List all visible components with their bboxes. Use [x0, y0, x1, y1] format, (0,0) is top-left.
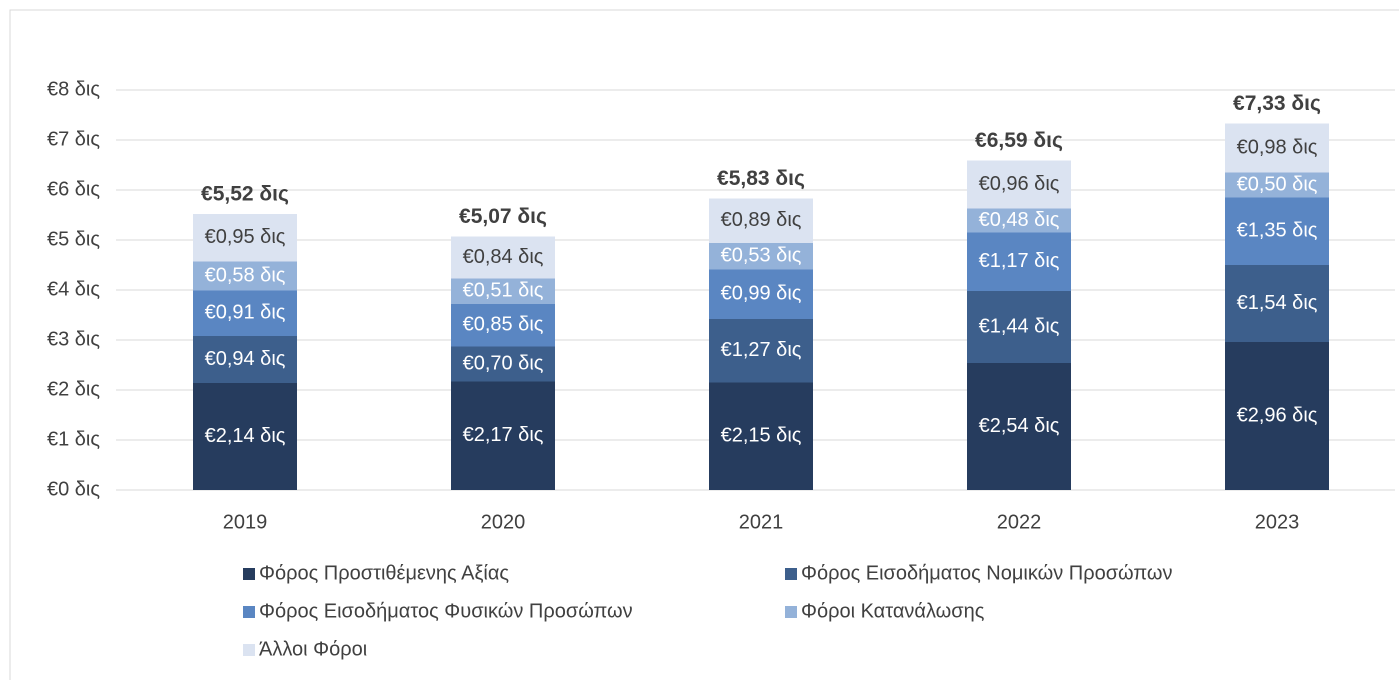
- bar-segment: [1225, 342, 1329, 490]
- value-label: €0,91 δις: [205, 302, 286, 324]
- x-tick-label: 2022: [997, 511, 1042, 533]
- bar-segment: [451, 304, 555, 347]
- bar-segment: [451, 346, 555, 382]
- x-tick-label: 2020: [481, 511, 526, 533]
- legend-swatch: [243, 568, 255, 580]
- value-label: €0,99 δις: [721, 283, 802, 305]
- value-label: €2,15 δις: [721, 425, 802, 447]
- bar-segment: [1225, 265, 1329, 342]
- value-label: €0,94 δις: [205, 348, 286, 370]
- bar-segment: [709, 382, 813, 490]
- bar-segment: [967, 160, 1071, 209]
- value-label: €0,85 δις: [463, 314, 544, 336]
- value-label: €0,53 δις: [721, 245, 802, 267]
- total-label: €6,59 δις: [975, 129, 1063, 152]
- y-tick-label: €4 δις: [47, 278, 100, 300]
- legend-swatch: [785, 568, 797, 580]
- legend-swatch: [785, 606, 797, 618]
- bar-segment: [709, 243, 813, 270]
- legend-label: Άλλοι Φόροι: [259, 638, 367, 660]
- bar-segment: [967, 291, 1071, 363]
- value-label: €0,48 δις: [979, 209, 1060, 231]
- bar-segment: [1225, 197, 1329, 265]
- y-tick-label: €0 δις: [47, 478, 100, 500]
- value-label: €0,50 δις: [1237, 173, 1318, 195]
- legend-label: Φόρος Εισοδήματος Φυσικών Προσώπων: [259, 600, 633, 622]
- bar-segment: [709, 269, 813, 319]
- y-tick-label: €3 δις: [47, 328, 100, 350]
- value-label: €0,84 δις: [463, 246, 544, 268]
- bar-segment: [967, 208, 1071, 233]
- bar-segment: [193, 214, 297, 262]
- y-tick-label: €1 δις: [47, 428, 100, 450]
- value-label: €2,14 δις: [205, 425, 286, 447]
- legend-swatch: [243, 606, 255, 618]
- value-label: €1,44 δις: [979, 315, 1060, 337]
- value-label: €0,70 δις: [463, 352, 544, 374]
- y-tick-label: €8 δις: [47, 78, 100, 100]
- value-label: €2,96 δις: [1237, 404, 1318, 426]
- legend-label: Φόροι Κατανάλωσης: [801, 600, 985, 622]
- bar-segment: [193, 261, 297, 291]
- value-label: €1,17 δις: [979, 250, 1060, 272]
- total-label: €5,07 δις: [459, 205, 547, 228]
- total-label: €5,83 δις: [717, 167, 805, 190]
- bar-segment: [1225, 123, 1329, 173]
- bar-segment: [451, 236, 555, 279]
- bar-segment: [967, 232, 1071, 291]
- value-label: €0,98 δις: [1237, 136, 1318, 158]
- value-label: €2,54 δις: [979, 415, 1060, 437]
- value-label: €1,35 δις: [1237, 220, 1318, 242]
- y-tick-label: €6 δις: [47, 178, 100, 200]
- x-tick-label: 2023: [1255, 511, 1300, 533]
- bar-segment: [193, 290, 297, 336]
- bar-segment: [451, 381, 555, 490]
- chart-border: [9, 9, 1399, 680]
- x-tick-label: 2021: [739, 511, 784, 533]
- total-label: €7,33 δις: [1233, 92, 1321, 115]
- value-label: €1,54 δις: [1237, 292, 1318, 314]
- bar-segment: [967, 363, 1071, 490]
- value-label: €0,89 δις: [721, 209, 802, 231]
- value-label: €0,95 δις: [205, 226, 286, 248]
- bar-segment: [451, 278, 555, 304]
- total-label: €5,52 δις: [201, 183, 289, 206]
- bar-segment: [709, 319, 813, 383]
- value-label: €0,51 δις: [463, 280, 544, 302]
- y-tick-label: €5 δις: [47, 228, 100, 250]
- y-tick-label: €2 δις: [47, 378, 100, 400]
- legend-swatch: [243, 644, 255, 656]
- x-tick-label: 2019: [223, 511, 268, 533]
- value-label: €1,27 δις: [721, 339, 802, 361]
- bar-segment: [193, 336, 297, 383]
- y-tick-label: €7 δις: [47, 128, 100, 150]
- legend-label: Φόρος Εισοδήματος Νομικών Προσώπων: [801, 562, 1173, 584]
- value-label: €2,17 δις: [463, 424, 544, 446]
- bar-segment: [193, 383, 297, 490]
- bar-segment: [1225, 172, 1329, 198]
- value-label: €0,58 δις: [205, 264, 286, 286]
- bar-segment: [709, 198, 813, 243]
- legend-label: Φόρος Προστιθέμενης Αξίας: [259, 562, 509, 584]
- value-label: €0,96 δις: [979, 173, 1060, 195]
